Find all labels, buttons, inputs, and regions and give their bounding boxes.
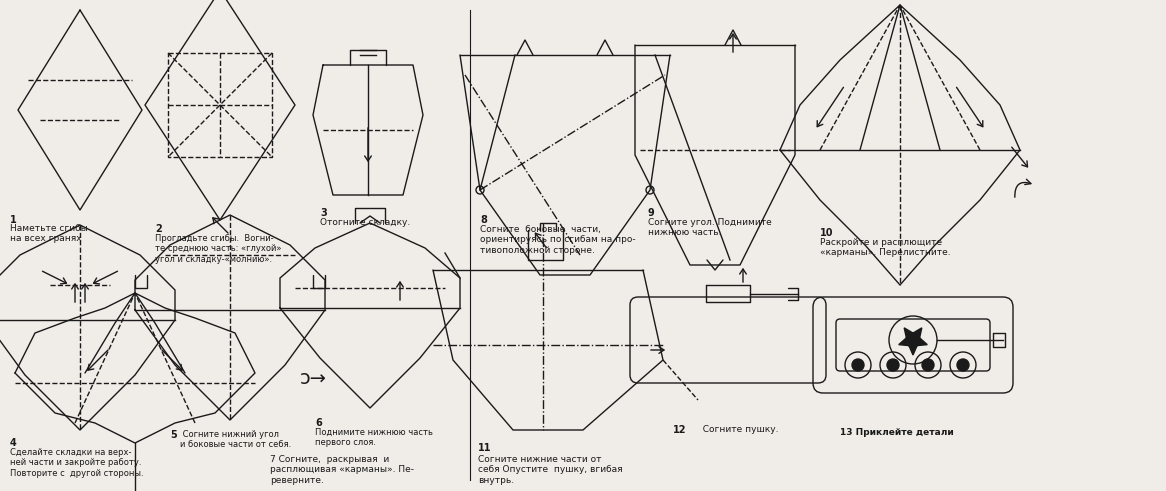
Text: Поднимите нижнюю часть
первого слоя.: Поднимите нижнюю часть первого слоя. <box>315 428 433 447</box>
Text: 11: 11 <box>478 443 492 453</box>
Text: Отогните складку.: Отогните складку. <box>319 218 410 227</box>
Circle shape <box>887 359 899 371</box>
Text: 5: 5 <box>170 430 177 440</box>
Text: 4: 4 <box>10 438 16 448</box>
Text: Согните пушку.: Согните пушку. <box>697 425 779 434</box>
Text: 10: 10 <box>820 228 834 238</box>
Text: 8: 8 <box>480 215 487 225</box>
Text: Наметьте сгибы
на всех гранях: Наметьте сгибы на всех гранях <box>10 224 87 244</box>
Text: Согните нижние части от
себя Опустите  пушку, вгибая
внутрь.: Согните нижние части от себя Опустите пу… <box>478 455 623 485</box>
Polygon shape <box>899 328 927 355</box>
Circle shape <box>922 359 934 371</box>
Text: 1: 1 <box>10 215 16 225</box>
Text: Согните угол. Поднимите
нижнюю часть.: Согните угол. Поднимите нижнюю часть. <box>648 218 772 238</box>
Text: 13 Приклейте детали: 13 Приклейте детали <box>840 428 954 437</box>
Text: 7 Согните,  раскрывая  и
расплющивая «карманы». Пе-
реверните.: 7 Согните, раскрывая и расплющивая «карм… <box>271 455 414 485</box>
Circle shape <box>852 359 864 371</box>
Text: Прогладьте сгибы.  Вогни-
те среднюю часть: «глухой»
угол и складку-«молнию».: Прогладьте сгибы. Вогни- те среднюю част… <box>155 234 281 264</box>
Text: 3: 3 <box>319 208 326 218</box>
Text: 6: 6 <box>315 418 322 428</box>
Text: Сделайте складки на верх-
ней части и закройте работу.
Повторите с  другой сторо: Сделайте складки на верх- ней части и за… <box>10 448 143 478</box>
Text: Согните  боковые  части,
ориентируясь по сгибам на про-
тивоположной стороне.: Согните боковые части, ориентируясь по с… <box>480 225 635 255</box>
Text: 2: 2 <box>155 224 162 234</box>
Text: 12: 12 <box>673 425 687 435</box>
Circle shape <box>957 359 969 371</box>
Text: 9: 9 <box>648 208 655 218</box>
Text: Раскройте и расплющите
«карманы». Перелистните.: Раскройте и расплющите «карманы». Перели… <box>820 238 950 257</box>
Text: ↄ→: ↄ→ <box>300 369 326 387</box>
Text: Согните нижний угол
и боковые части от себя.: Согните нижний угол и боковые части от с… <box>180 430 292 449</box>
